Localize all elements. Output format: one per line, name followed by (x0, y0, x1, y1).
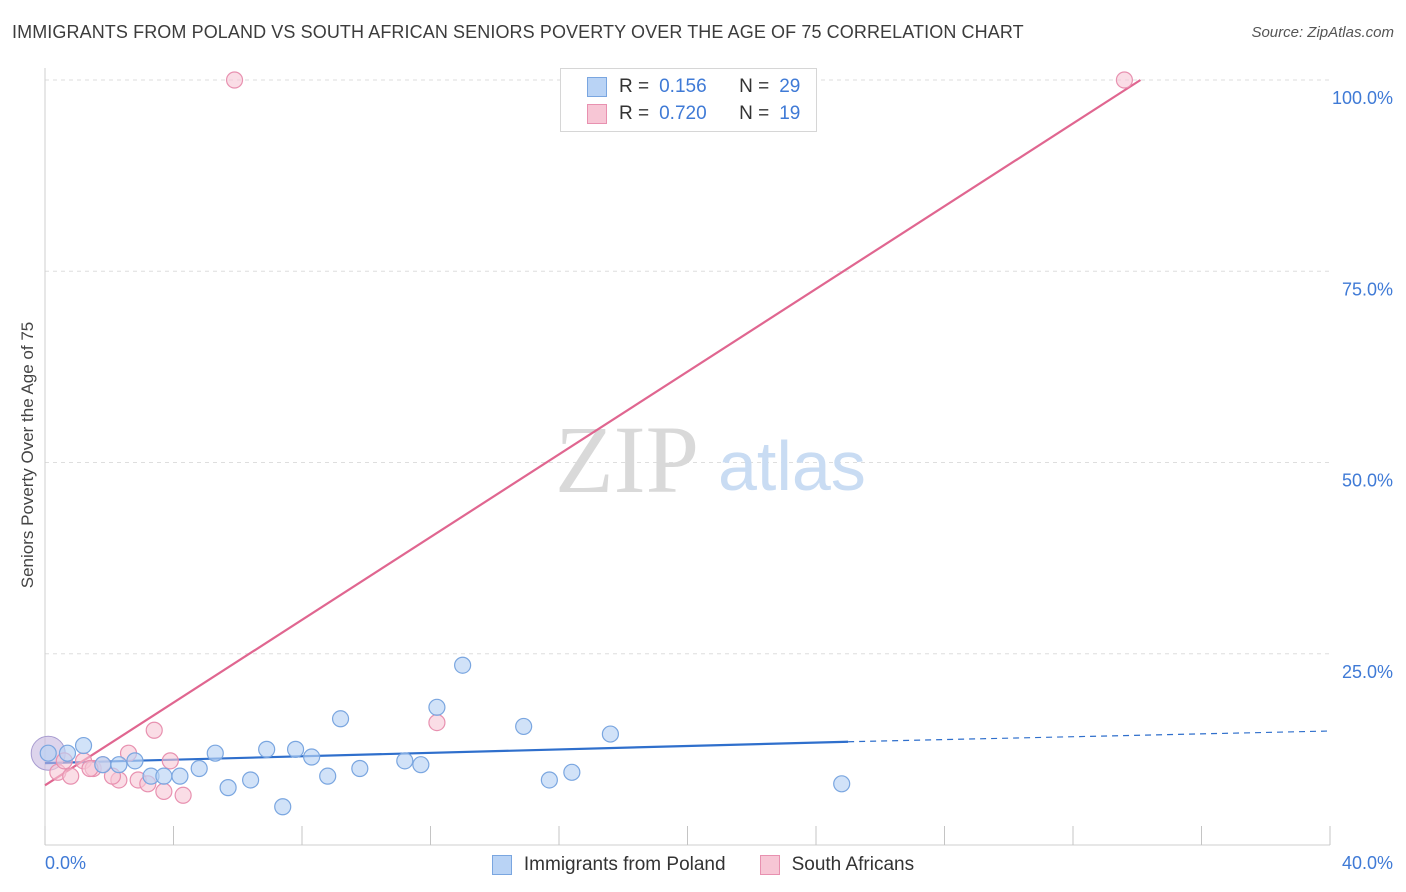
x-tick-label: 40.0% (1342, 853, 1393, 873)
legend-row-poland: R = 0.156 N = 29 (587, 75, 800, 99)
poland-point (601, 725, 620, 743)
trend-layer (44, 79, 1331, 787)
poland-point (286, 740, 305, 758)
south-africans-point (1115, 71, 1134, 89)
south-africans-trend-line (44, 79, 1142, 787)
poland-point (515, 717, 533, 736)
poland-point (126, 752, 144, 770)
poland-point (540, 771, 558, 789)
poland-point (274, 798, 292, 816)
grid-layer (45, 79, 1330, 655)
legend-swatch-poland (587, 77, 607, 97)
south-africans-point (225, 71, 244, 89)
poland-point (396, 752, 414, 770)
source-credit: Source: ZipAtlas.com (1251, 24, 1394, 41)
y-tick-label: 100.0% (1332, 88, 1393, 108)
poland-point (94, 756, 112, 774)
south-africans-point (174, 786, 192, 804)
poland-point (39, 744, 57, 762)
legend-r-label: R = (619, 103, 650, 124)
poland-point (219, 779, 237, 797)
correlation-legend: R = 0.156 N = 29 R = 0.720 N = 19 (560, 68, 817, 132)
poland-point (428, 698, 446, 716)
poland-point (331, 710, 350, 728)
poland-point (242, 771, 260, 789)
legend-n-label: N = (739, 76, 770, 97)
series-legend: Immigrants from Poland South Africans (0, 852, 1406, 878)
legend-item-poland: Immigrants from Poland (491, 854, 726, 876)
poland-trend-extension (848, 730, 1331, 743)
points-layer (30, 71, 1134, 816)
south-africans-point (155, 782, 173, 801)
legend-label-poland: Immigrants from Poland (523, 854, 726, 875)
poland-point (303, 748, 321, 766)
chart-title: IMMIGRANTS FROM POLAND VS SOUTH AFRICAN … (12, 22, 1024, 42)
legend-row-south-africans: R = 0.720 N = 19 (587, 102, 800, 126)
legend-swatch-south-africans (759, 855, 780, 875)
y-tick-label: 50.0% (1342, 471, 1393, 491)
watermark: ZIP atlas (555, 406, 866, 513)
legend-swatch-poland (491, 855, 512, 875)
legend-label-south-africans: South Africans (791, 854, 915, 875)
axis-layer (44, 68, 1331, 846)
legend-n-value: 19 (779, 103, 801, 124)
south-africans-point (145, 721, 163, 739)
legend-r-value: 0.720 (659, 103, 707, 124)
legend-r-label: R = (619, 76, 650, 97)
legend-n-value: 29 (779, 76, 801, 97)
x-tick-label: 0.0% (45, 853, 86, 873)
poland-point (155, 767, 173, 785)
poland-point (454, 656, 472, 674)
poland-point (833, 775, 851, 793)
poland-point (412, 756, 430, 774)
south-africans-point (161, 752, 179, 770)
poland-point (190, 759, 208, 778)
legend-n-label: N = (739, 103, 770, 124)
poland-point (58, 744, 77, 762)
y-tick-label: 75.0% (1342, 279, 1393, 299)
legend-swatch-south-africans (587, 104, 607, 124)
legend-r-value: 0.156 (659, 76, 707, 97)
legend-item-south-africans: South Africans (759, 854, 915, 876)
poland-point (319, 767, 337, 785)
poland-point (351, 759, 369, 778)
watermark-zip: ZIP (555, 406, 699, 513)
poland-point (74, 736, 93, 755)
watermark-atlas: atlas (718, 427, 866, 505)
poland-point (563, 763, 581, 781)
poland-point (110, 756, 128, 774)
south-africans-point (428, 713, 446, 732)
y-tick-label: 25.0% (1342, 662, 1393, 682)
poland-trend-line (44, 740, 849, 765)
poland-point (258, 740, 276, 758)
tick-label-layer: 100.0% 75.0% 50.0% 25.0% 0.0% 40.0% (45, 88, 1393, 873)
poland-point (171, 767, 189, 785)
south-africans-point (62, 767, 80, 785)
poland-point (206, 744, 224, 762)
